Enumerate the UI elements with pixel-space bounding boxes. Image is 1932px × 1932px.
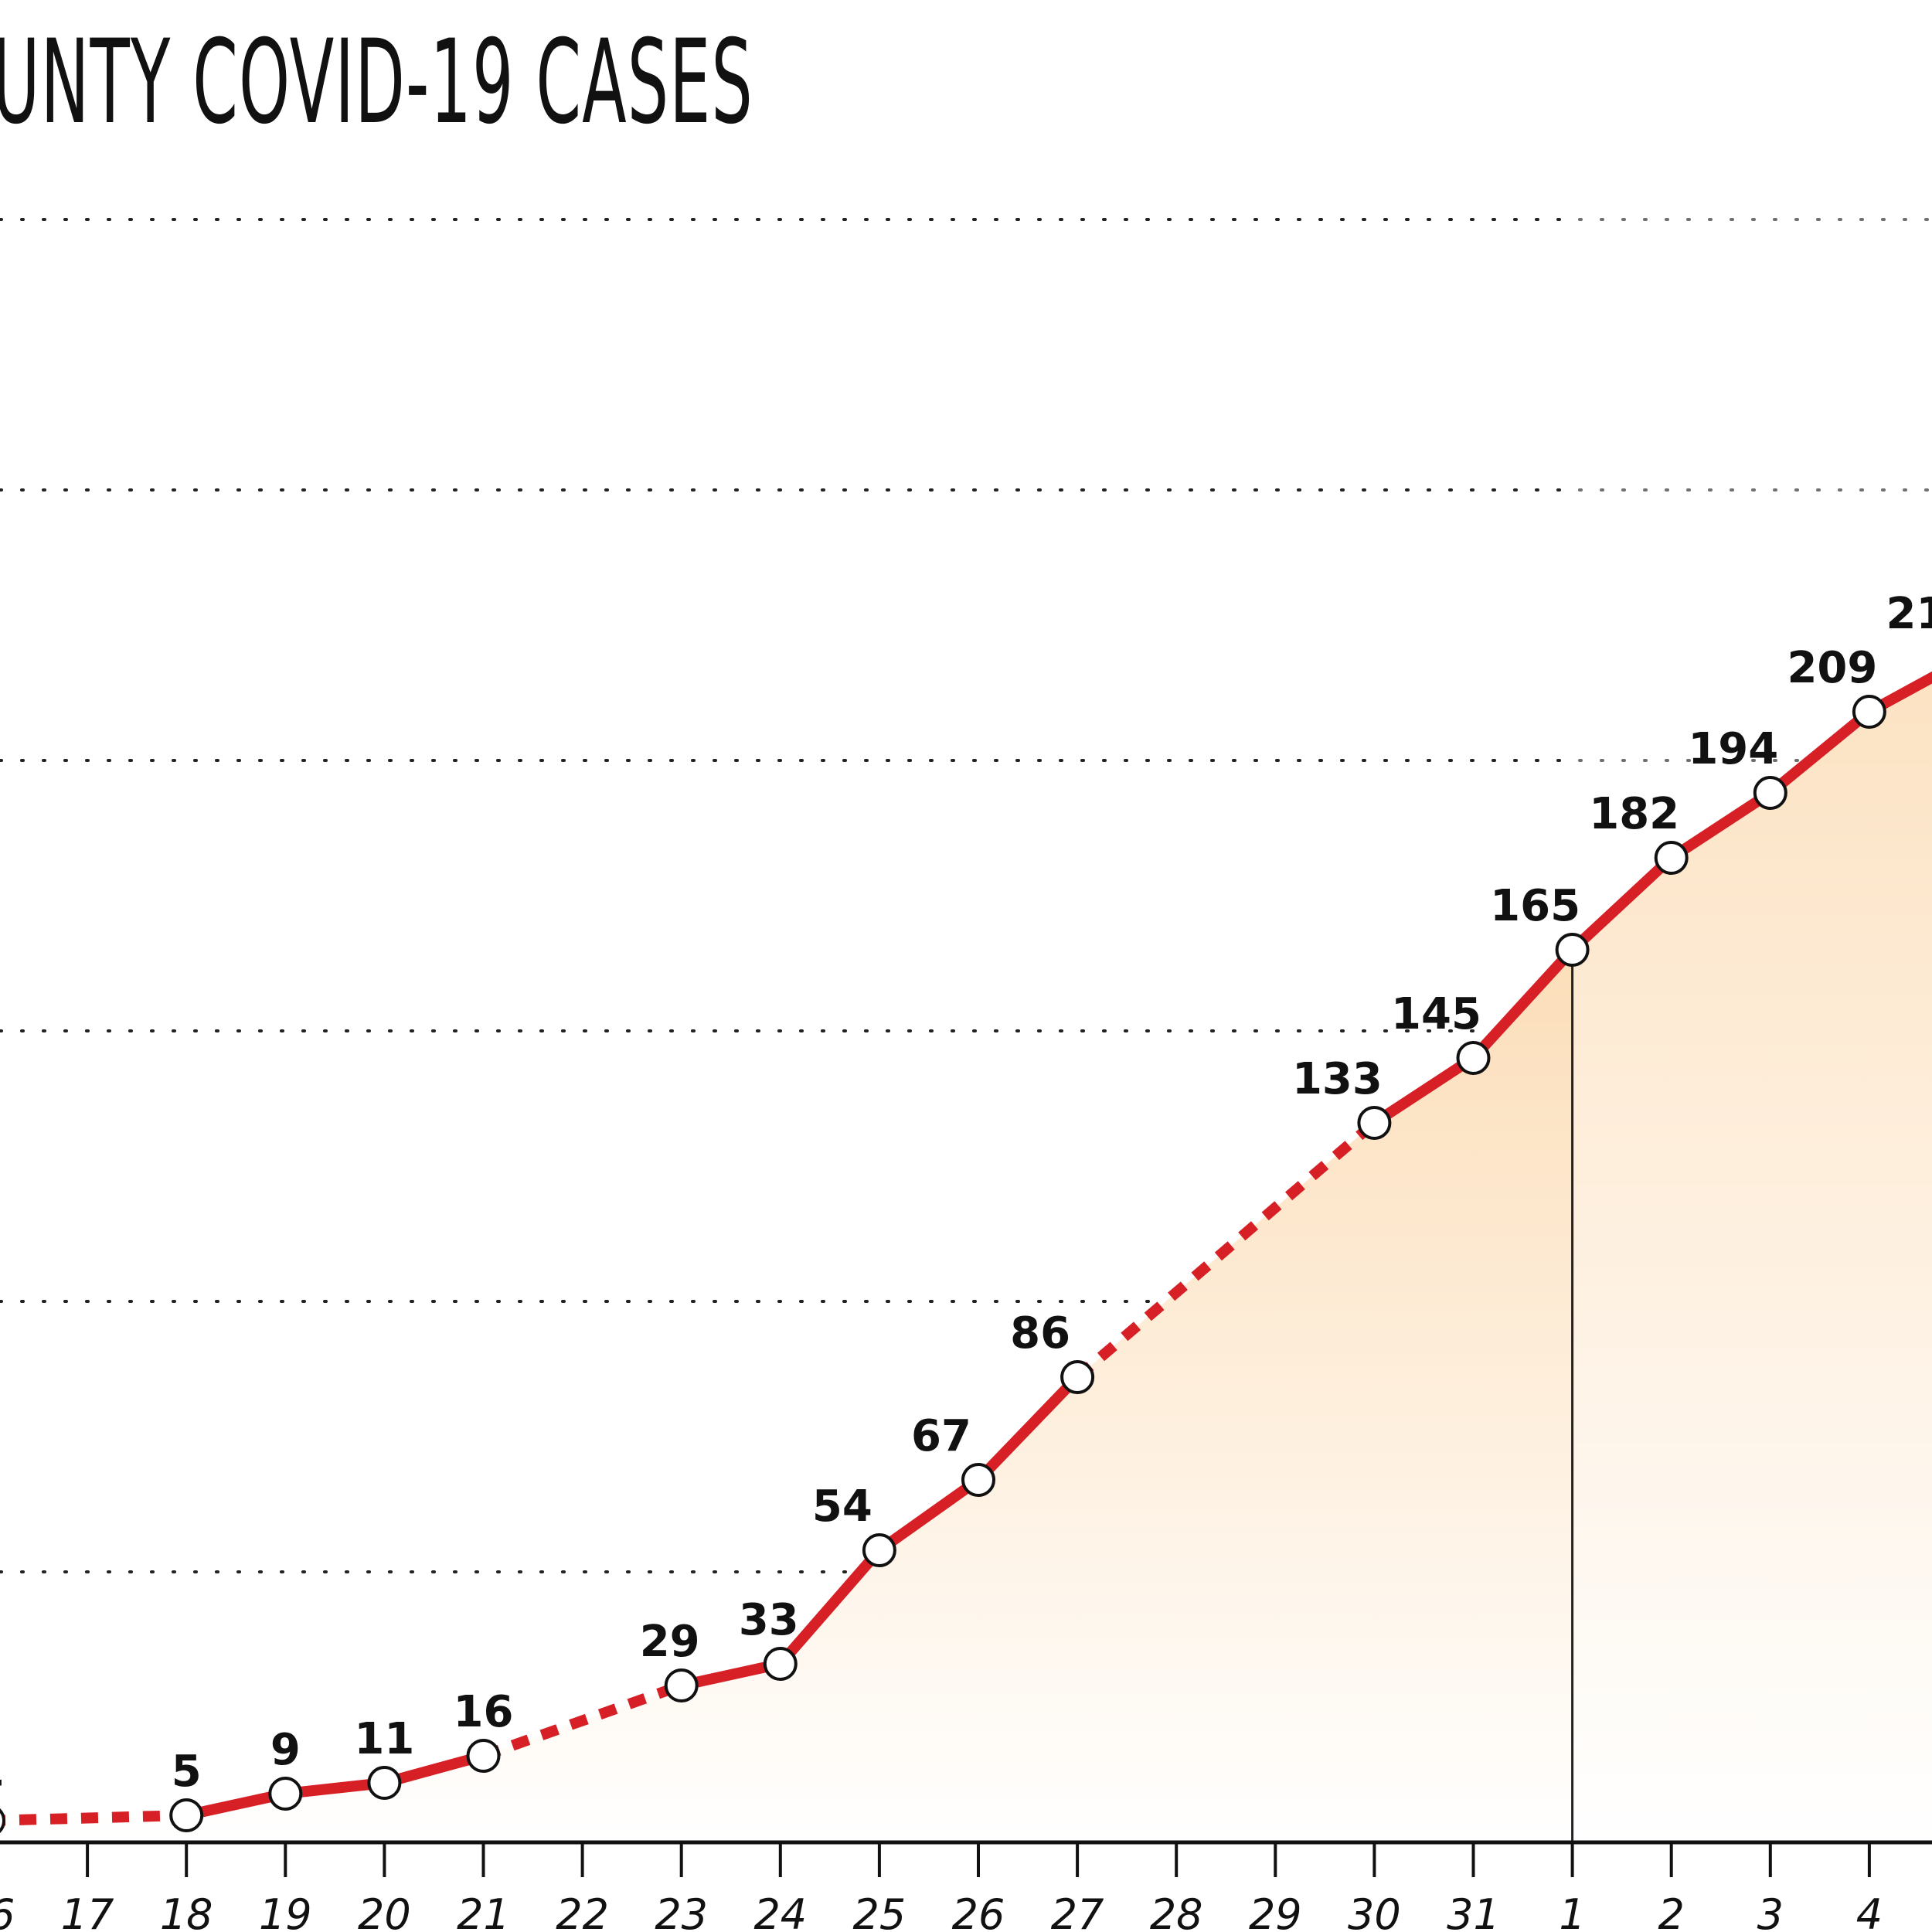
data-label: 86	[1010, 1308, 1070, 1359]
data-label: 5	[172, 1747, 202, 1797]
x-tick-label: 19	[259, 1890, 312, 1932]
x-tick-label: 21	[457, 1890, 510, 1932]
x-tick-label: 24	[753, 1890, 807, 1932]
line-segment	[1371, 1053, 1477, 1128]
x-tick-label: 3	[1757, 1890, 1784, 1932]
data-point	[664, 1668, 699, 1702]
line-segment	[383, 1750, 485, 1788]
x-tick-label: 23	[655, 1890, 708, 1932]
x-tick-label: 25	[853, 1890, 906, 1932]
data-point	[862, 1533, 896, 1567]
line-segment	[974, 1373, 1082, 1484]
line-segment	[876, 1475, 982, 1555]
data-point	[466, 1739, 501, 1773]
x-tick-label: 30	[1348, 1890, 1401, 1932]
line-segment	[1568, 853, 1675, 954]
data-point	[169, 1798, 204, 1832]
line-segment	[1668, 788, 1774, 862]
area-fill	[0, 677, 1932, 1842]
x-tick-label: 27	[1051, 1890, 1104, 1932]
data-label: 194	[1688, 724, 1778, 774]
line-segment	[776, 1546, 884, 1668]
data-point	[1357, 1106, 1392, 1140]
data-point	[1555, 933, 1590, 967]
data-label: 133	[1292, 1054, 1383, 1104]
x-tick-label: 1	[1559, 1890, 1585, 1932]
data-point	[961, 1463, 995, 1497]
data-label: 209	[1787, 643, 1877, 693]
data-point	[763, 1647, 798, 1681]
line-segment	[1469, 946, 1577, 1062]
data-point	[1753, 776, 1787, 810]
x-tick-label: 28	[1150, 1890, 1203, 1932]
data-label: 4	[0, 1752, 3, 1802]
x-tick-label: 26	[952, 1890, 1005, 1932]
x-tick-label: 20	[358, 1890, 411, 1932]
chart-title: UNTY COVID-19 CASES	[0, 15, 753, 150]
x-tick-label: 2	[1658, 1890, 1685, 1932]
data-label: 145	[1391, 989, 1481, 1039]
data-point	[0, 1808, 5, 1834]
data-label: 165	[1490, 881, 1580, 931]
line-segment	[1866, 671, 1932, 717]
data-label: 182	[1589, 789, 1679, 839]
line-segment	[1767, 707, 1873, 798]
x-tick-label: 22	[556, 1890, 609, 1932]
x-tick-label: 18	[160, 1890, 213, 1932]
data-label: 16	[454, 1687, 514, 1737]
data-label: 54	[812, 1481, 872, 1532]
data-label: 11	[354, 1714, 414, 1764]
x-tick-label: 4	[1856, 1890, 1883, 1932]
dashed-segment	[0, 1810, 187, 1826]
data-point	[367, 1766, 402, 1800]
data-label: 219	[1886, 589, 1932, 639]
data-label: 67	[911, 1411, 971, 1461]
data-label: 29	[640, 1617, 700, 1667]
dashed-segment	[1073, 1118, 1378, 1382]
dashed-segment	[481, 1680, 684, 1761]
data-point	[1654, 841, 1689, 875]
data-point	[1060, 1360, 1095, 1394]
x-tick-label: 16	[0, 1890, 15, 1932]
x-tick-label: 29	[1249, 1890, 1302, 1932]
x-tick-label: 17	[61, 1890, 114, 1932]
data-point	[1456, 1041, 1491, 1075]
data-label: 9	[270, 1725, 301, 1775]
data-point	[1852, 695, 1886, 729]
area-fill-lighten	[1572, 0, 1932, 1842]
data-point	[268, 1777, 303, 1811]
x-tick-label: 31	[1447, 1890, 1500, 1932]
data-label: 33	[739, 1595, 799, 1645]
